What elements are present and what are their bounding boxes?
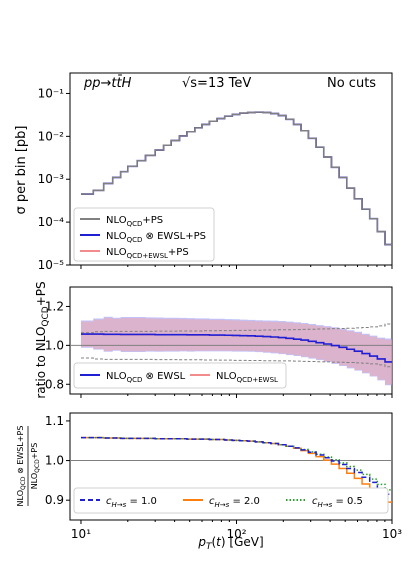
energy-annotation: √s=13 TeV — [182, 76, 251, 91]
top-axes-frame — [69, 72, 393, 266]
cuts-annotation: No cuts — [327, 76, 376, 91]
nlo-qcd-upper-envelope — [80, 323, 392, 334]
svg-text:NLOQCD+PS: NLOQCD+PS — [30, 443, 41, 490]
x-tick-label: 10³ — [382, 527, 402, 541]
x-tick-label: 10² — [226, 527, 246, 541]
middle-legend: NLOQCD ⊗ EWSL NLOQCD+EWSL — [73, 362, 287, 389]
top-y-tick-label: 10⁻⁵ — [38, 258, 65, 272]
middle-y-tick-label: 1.0 — [45, 338, 64, 352]
bottom-y-tick-label: 1.0 — [45, 454, 64, 468]
nlo-qcd-lower-envelope — [80, 357, 392, 368]
middle-legend-label: NLOQCD ⊗ EWSL — [106, 371, 186, 384]
middle-y-ticks: 0.8 1.0 1.2 — [45, 299, 393, 398]
top-y-axis-label: σ per bin [pb] — [14, 126, 29, 215]
x-axis-ticks: 10¹ 10² 10³ — [71, 520, 402, 541]
top-series-layer — [80, 111, 392, 246]
process-annotation: pp→tt̄H — [83, 76, 132, 91]
x-tick-label: 10¹ — [71, 527, 91, 541]
top-series-line — [80, 111, 392, 246]
bottom-legend: cH→s = 1.0 cH→s = 2.0 cH→s = 0.5 — [73, 487, 389, 514]
top-y-tick-label: 10⁻³ — [38, 172, 65, 186]
top-panel: 10⁻⁵ 10⁻⁴ 10⁻³ 10⁻² 10⁻¹ pp→tt̄H √s=13 TeV N… — [14, 72, 393, 272]
middle-series-layer — [70, 316, 392, 386]
top-legend-label: NLOQCD+PS — [106, 215, 163, 228]
bottom-y-ticks: 0.9 1.0 1.1 — [45, 414, 70, 507]
middle-legend-box — [73, 362, 287, 389]
middle-y-tick-label: 1.2 — [45, 299, 64, 313]
middle-y-tick-label: 0.8 — [45, 377, 64, 391]
bottom-axes-frame — [69, 412, 393, 521]
bottom-y-tick-label: 0.9 — [45, 493, 64, 507]
top-y-tick-label: 10⁻⁴ — [38, 215, 65, 229]
bottom-panel: 0.9 1.0 1.1 10¹ 10² 10³ NLOQCD ⊗ EWSL+PS NLO… — [16, 412, 402, 552]
bottom-legend-box — [73, 487, 389, 514]
bottom-y-tick-label: 1.1 — [45, 414, 64, 428]
qcd-times-ewsl-ratio-line — [80, 333, 392, 363]
x-axis-label: pT(t) [GeV] — [197, 535, 263, 552]
top-y-tick-label: 10⁻¹ — [38, 86, 65, 100]
middle-panel: 0.81.01.2 ratio to NLOQCD+PS NLOQCD ⊗ EW… — [34, 281, 393, 399]
scale-variation-line — [80, 436, 392, 495]
bottom-series-layer — [70, 436, 392, 503]
top-y-ticks: 10⁻⁵ 10⁻⁴ 10⁻³ 10⁻² 10⁻¹ — [38, 86, 393, 272]
top-y-tick-label: 10⁻² — [38, 129, 65, 143]
top-legend-box — [73, 207, 215, 262]
svg-text:NLOQCD ⊗ EWSL+PS: NLOQCD ⊗ EWSL+PS — [16, 426, 27, 507]
scale-variation-line — [80, 436, 392, 491]
bottom-y-axis-label: NLOQCD ⊗ EWSL+PS NLOQCD+PS — [16, 426, 41, 507]
